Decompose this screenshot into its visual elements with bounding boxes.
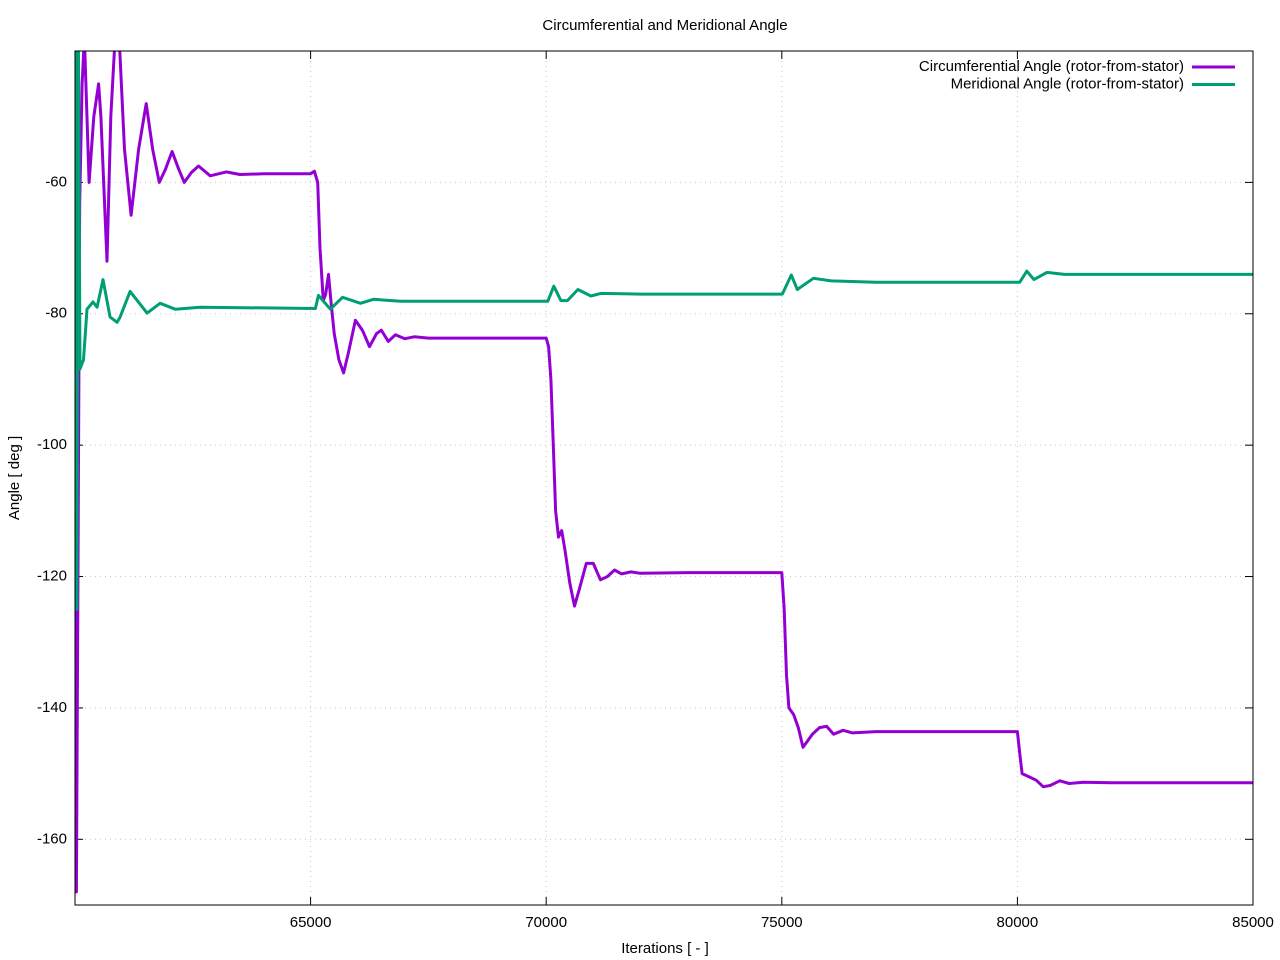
y-tick-label: -160 (37, 830, 67, 847)
x-axis-label: Iterations [ - ] (621, 940, 709, 957)
series-line (75, 51, 1253, 894)
series-line (75, 51, 1253, 611)
x-tick-label: 85000 (1232, 914, 1274, 931)
chart-title: Circumferential and Meridional Angle (542, 17, 787, 34)
plot-border (74, 50, 1254, 906)
y-tick-label: -60 (45, 173, 67, 190)
y-tick-label: -100 (37, 436, 67, 453)
x-tick-label: 70000 (525, 914, 567, 931)
x-tick-label: 75000 (761, 914, 803, 931)
y-tick-label: -80 (45, 305, 67, 322)
legend-label: Meridional Angle (rotor-from-stator) (951, 75, 1184, 92)
y-tick-label: -120 (37, 568, 67, 585)
x-tick-label: 80000 (997, 914, 1039, 931)
x-tick-label: 65000 (290, 914, 332, 931)
y-tick-label: -140 (37, 699, 67, 716)
y-axis-label: Angle [ deg ] (6, 436, 23, 520)
legend-label: Circumferential Angle (rotor-from-stator… (919, 58, 1184, 75)
plot-area (75, 51, 1253, 894)
grid (75, 51, 1254, 905)
legend: Circumferential Angle (rotor-from-stator… (919, 58, 1235, 92)
